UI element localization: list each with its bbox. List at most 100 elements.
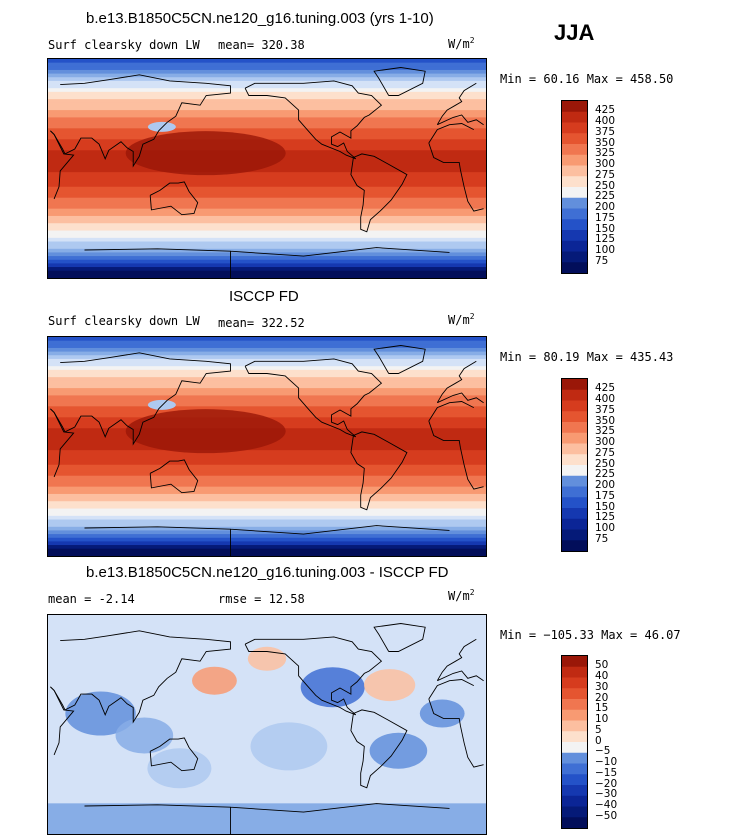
- colorbar-box: [562, 752, 587, 764]
- colorbar-tick-label: 425: [595, 104, 616, 117]
- coastline: [149, 459, 199, 494]
- colorbar-tick-label: 175: [595, 489, 616, 502]
- colorbar-tick-label: 250: [595, 179, 616, 192]
- colorbar-tick-label: 0: [595, 734, 602, 747]
- coastline: [350, 709, 408, 789]
- colorbar-box: [562, 763, 587, 775]
- colorbar-tick-label: −15: [595, 766, 618, 779]
- colorbar-box: [562, 379, 587, 391]
- colorbar-box: [562, 688, 587, 700]
- panel2-title: ISCCP FD: [229, 288, 299, 305]
- colorbar-box: [562, 411, 587, 423]
- panel3-minmax: Min = −105.33 Max = 46.07: [500, 628, 681, 642]
- panel2-colorbar: [561, 378, 588, 552]
- colorbar-tick-label: 5: [595, 723, 602, 736]
- colorbar-tick-label: −5: [595, 745, 611, 758]
- colorbar-tick-label: 100: [595, 244, 616, 256]
- panel1-colorbar: [561, 100, 588, 274]
- coastline: [373, 623, 426, 652]
- colorbar-tick-label: −10: [595, 756, 618, 768]
- coastline: [50, 679, 484, 768]
- colorbar-tick-label: 425: [595, 382, 616, 395]
- colorbar-tick-label: 175: [595, 211, 616, 224]
- colorbar-box: [562, 806, 587, 818]
- colorbar-box: [562, 111, 587, 123]
- panel1-variable: Surf clearsky down LW: [48, 38, 200, 52]
- coastline: [350, 153, 408, 233]
- colorbar-box: [562, 144, 587, 156]
- colorbar-tick-label: −40: [595, 799, 618, 811]
- colorbar-box: [562, 785, 587, 797]
- coastline: [373, 345, 426, 374]
- colorbar-box: [562, 817, 587, 828]
- colorbar-tick-label: 125: [595, 511, 616, 524]
- colorbar-tick-label: 200: [595, 201, 616, 213]
- panel3-rmse: rmse = 12.58: [218, 592, 305, 606]
- panel2-minmax: Min = 80.19 Max = 435.43: [500, 350, 674, 364]
- colorbar-box: [562, 731, 587, 743]
- coastline: [244, 80, 383, 160]
- colorbar-tick-label: 400: [595, 393, 616, 405]
- colorbar-box: [562, 720, 587, 732]
- coastline: [373, 67, 426, 96]
- panel3-title: b.e13.B1850C5CN.ne120_g16.tuning.003 - I…: [86, 564, 449, 581]
- colorbar-box: [562, 443, 587, 455]
- colorbar-box: [562, 742, 587, 754]
- coastline: [50, 74, 484, 168]
- panel1-map: [47, 58, 487, 279]
- colorbar-box: [562, 454, 587, 466]
- coastline: [149, 737, 199, 772]
- colorbar-tick-label: −50: [595, 809, 618, 822]
- colorbar-box: [562, 486, 587, 498]
- coastline: [84, 525, 450, 556]
- colorbar-tick-label: 200: [595, 479, 616, 491]
- colorbar-box: [562, 240, 587, 252]
- colorbar-box: [562, 666, 587, 678]
- colorbar-box: [562, 101, 587, 113]
- coastline: [84, 803, 450, 834]
- panel3-mean: mean = -2.14: [48, 592, 135, 606]
- colorbar-tick-label: −30: [595, 788, 618, 801]
- coastline: [149, 181, 199, 216]
- colorbar-box: [562, 187, 587, 199]
- colorbar-box: [562, 465, 587, 477]
- panel3-units: W/m2: [448, 588, 475, 603]
- colorbar-tick-label: 275: [595, 446, 616, 459]
- colorbar-box: [562, 230, 587, 242]
- colorbar-tick-label: 300: [595, 158, 616, 170]
- coastline: [50, 352, 484, 446]
- colorbar-tick-label: 350: [595, 136, 616, 149]
- coastline: [244, 358, 383, 438]
- colorbar-box: [562, 197, 587, 209]
- colorbar-tick-label: 150: [595, 500, 616, 513]
- colorbar-tick-label: 20: [595, 691, 609, 704]
- colorbar-box: [562, 699, 587, 711]
- colorbar-tick-label: 325: [595, 147, 616, 160]
- colorbar-box: [562, 677, 587, 689]
- coastline: [244, 636, 383, 716]
- colorbar-tick-label: 300: [595, 436, 616, 448]
- colorbar-tick-label: −20: [595, 777, 618, 790]
- colorbar-box: [562, 176, 587, 188]
- colorbar-tick-label: 100: [595, 522, 616, 534]
- colorbar-tick-label: 50: [595, 659, 609, 672]
- colorbar-box: [562, 262, 587, 273]
- colorbar-box: [562, 774, 587, 786]
- panel1-title: b.e13.B1850C5CN.ne120_g16.tuning.003 (yr…: [86, 10, 434, 27]
- panel2-mean: mean= 322.52: [218, 316, 305, 330]
- colorbar-box: [562, 432, 587, 444]
- coastline: [50, 401, 484, 490]
- colorbar-box: [562, 154, 587, 166]
- season-label: JJA: [554, 20, 595, 45]
- coastline: [84, 247, 450, 278]
- colorbar-tick-label: 225: [595, 190, 616, 203]
- colorbar-box: [562, 709, 587, 721]
- colorbar-tick-label: 275: [595, 168, 616, 181]
- colorbar-tick-label: 10: [595, 713, 609, 725]
- colorbar-tick-label: 325: [595, 425, 616, 438]
- colorbar-tick-label: 375: [595, 403, 616, 416]
- colorbar-box: [562, 508, 587, 520]
- colorbar-tick-label: 400: [595, 115, 616, 127]
- panel2-map: [47, 336, 487, 557]
- colorbar-box: [562, 497, 587, 509]
